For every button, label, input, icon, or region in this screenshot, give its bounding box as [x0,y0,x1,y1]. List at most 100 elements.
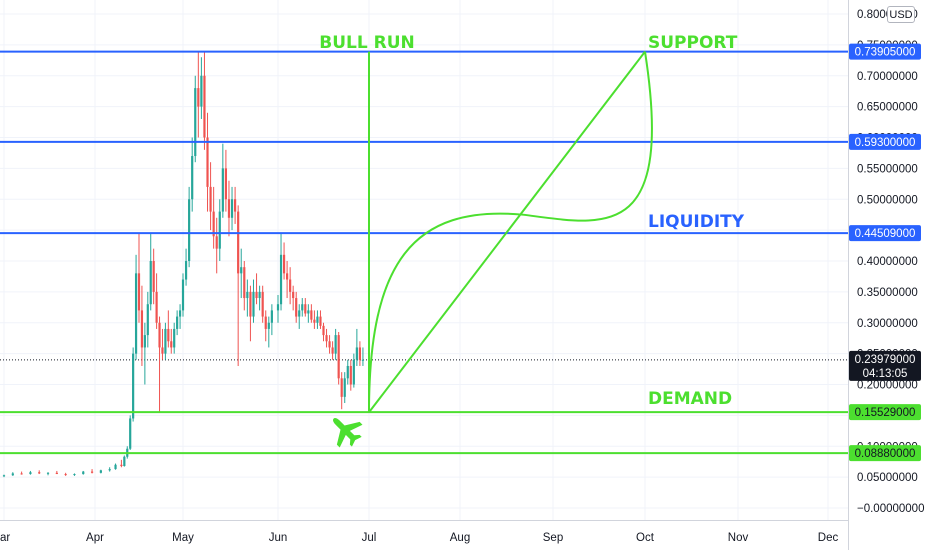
current-price-label: 0.23979000 [855,354,916,366]
candle-body [158,322,161,348]
y-tick-label: 0.55000000 [857,163,918,175]
candle-body [282,254,286,274]
level-price-label: 0.15529000 [855,407,916,419]
x-tick-label: Jul [362,532,377,544]
x-tick-label: Dec [818,532,839,544]
candle-body [292,291,295,299]
candle-body [298,310,301,317]
candle-body [276,304,280,311]
candle-body [328,341,331,348]
candle-body [307,310,310,314]
candle-body [2,475,6,477]
candle-body [108,469,111,471]
annotation-demand: DEMAND [648,389,732,409]
candle-body [64,474,67,476]
candle-body [313,319,316,323]
y-tick-label: 0.30000000 [857,318,918,330]
candle-body [191,156,194,200]
candle-body [310,310,313,320]
candle-body [73,474,76,476]
candle-body [181,279,185,311]
candle-body [129,418,132,449]
annotation-support: SUPPORT [648,33,738,53]
candle-body [279,254,283,305]
candle-body [255,291,258,299]
candle-body [224,168,228,200]
candle-body [237,211,240,274]
candle-body [152,261,155,292]
candle-body [343,378,346,397]
candle-body [178,310,182,317]
airplane-shape [333,418,363,448]
candle-body [261,291,264,317]
candle-body [233,199,237,212]
candle-body [82,471,85,475]
annotation-bull-run: BULL RUN [319,33,414,53]
candle-body [140,310,144,348]
candle-body [337,335,340,379]
candle-body [143,335,146,348]
level-price-tag [849,43,921,60]
x-tick-label: May [172,532,194,544]
candle-body [164,328,167,354]
candle-body [301,304,304,311]
candle-body [200,75,203,107]
candle-body [203,75,206,138]
x-tick-label: ar [0,532,10,544]
candle-body [209,186,212,212]
level-price-label: 0.44509000 [855,228,916,240]
candle-body [230,199,234,218]
candle-body [270,310,273,323]
level-price-tag [849,404,921,421]
candle-body [295,298,298,317]
candle-body [286,273,289,280]
x-tick-label: Aug [450,532,470,544]
level-price-label: 0.73905000 [855,47,916,59]
candle-body [197,88,200,107]
y-tick-label: 0.20000000 [857,380,918,392]
candle-body [46,472,50,474]
candle-body [123,456,126,467]
candle-body [334,335,337,354]
level-price-tag [849,445,921,462]
candle-body [352,359,355,385]
candle-body [316,316,319,323]
candle-body [55,472,58,475]
candle-body [90,471,94,473]
candle-body [29,472,32,475]
candle-body [346,365,349,379]
candle-body [322,325,325,336]
candle-body [173,328,176,348]
candle-body [355,347,358,360]
x-tick-label: Sep [543,532,563,544]
level-price-label: 0.08880000 [855,448,916,460]
x-tick-label: Nov [728,532,749,544]
x-tick-label: Oct [636,532,655,544]
candle-body [11,473,14,476]
candle-body [243,267,246,299]
y-tick-label: 0.05000000 [857,472,918,484]
candle-body [114,464,117,470]
candle-body [20,473,23,475]
candle-body [132,353,135,419]
candle-body [258,291,261,299]
candle-body [137,273,141,311]
currency-badge[interactable]: USD [887,6,915,23]
candle-body [161,347,164,354]
level-price-label: 0.59300000 [855,137,916,149]
candle-body [249,291,252,317]
candle-body [358,347,361,360]
candle-body [149,261,152,305]
candle-body [176,316,179,329]
candle-body [252,291,255,317]
candle-body [218,211,221,249]
level-price-tag [849,225,921,242]
candle-body [170,341,173,348]
annotation-liquidity: LIQUIDITY [648,212,745,232]
candle-body [99,470,102,473]
candle-body [331,347,334,354]
candle-body [289,279,292,292]
candle-body [184,261,188,280]
candle-body [361,359,365,361]
